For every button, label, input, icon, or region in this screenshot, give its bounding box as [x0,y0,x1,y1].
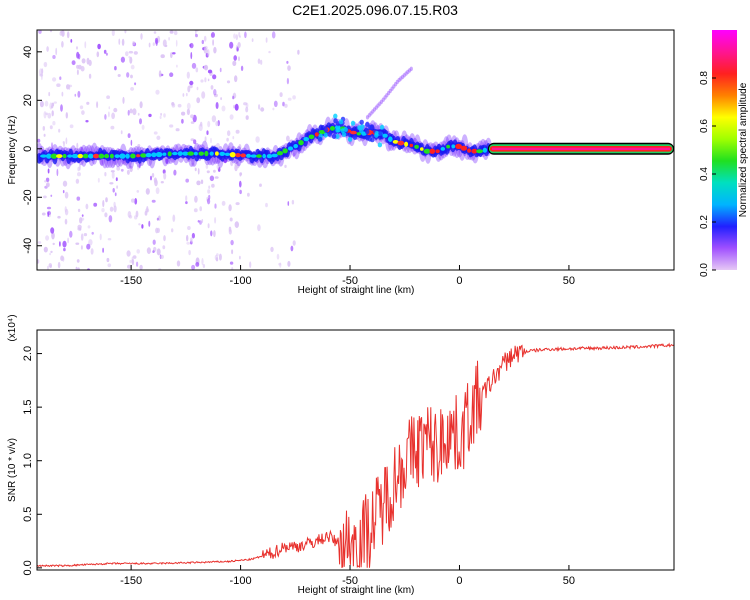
spectrogram-y-tick-label: 0 [22,146,34,152]
colorbar-tick-label: 0.0 [699,263,710,277]
colorbar-scale [712,30,737,270]
snr-y-tick-label: 2.0 [22,346,34,361]
snr-y-tick-label: 0.5 [22,507,34,522]
spectrogram-marks [37,30,674,270]
colorbar-ticks: 0.0 0.2 0.4 0.6 0.8 [699,71,716,277]
snr-panel: -150 -100 -50 0 50 0.0 0.5 1.0 1.5 2.0 Height of… [7,314,675,596]
spectrogram-x-ticks: -150 -100 -50 0 50 [120,265,575,287]
spectrogram-y-tick-label: -40 [22,238,34,254]
snr-x-tick-label: 50 [563,575,575,587]
snr-y-tick-label: 1.5 [22,399,34,414]
spectrogram-y-axis-label: Frequency (Hz) [7,116,18,185]
snr-x-axis-label: Height of straight line (km) [298,585,415,596]
spectrogram-panel: -150 -100 -50 0 50 -40 -20 0 20 40 Height of str… [7,29,675,296]
snr-x-tick-label: -150 [120,575,142,587]
spectrogram-y-ticks: -40 -20 0 20 40 [22,46,42,254]
snr-x-tick-label: 0 [456,575,462,587]
snr-x-tick-label: -100 [230,575,252,587]
snr-x-ticks: -150 -100 -50 0 50 [120,565,575,587]
colorbar-tick-label: 0.4 [699,167,710,181]
snr-frame [36,329,675,571]
spectrogram-x-tick-label: 50 [563,275,575,287]
colorbar-label: Normalized spectral amplitude [738,82,749,217]
spectrogram-x-tick-label: -150 [120,275,142,287]
flat-tone-peak [491,147,670,150]
snr-y-tick-label: 1.0 [22,453,34,468]
snr-y-axis-label: SNR (10 * v/v) [7,438,18,502]
spectrogram-y-tick-label: 20 [22,94,34,106]
snr-x-tick-label: -50 [342,575,358,587]
snr-series-line [37,342,674,569]
snr-y-tick-label: 0.0 [22,560,34,575]
spectrogram-y-tick-label: 40 [22,46,34,58]
spectrogram-ridge [37,66,674,170]
snr-y-ticks: 0.0 0.5 1.0 1.5 2.0 [22,346,42,576]
spectrogram-x-tick-label: -100 [230,275,252,287]
spectrogram-x-axis-label: Height of straight line (km) [298,285,415,296]
spectrogram-frame [36,29,675,271]
colorbar-tick-label: 0.2 [699,215,710,229]
spectrogram-y-tick-label: -20 [22,189,34,205]
snr-y-scale-label: (x10⁴) [7,314,18,341]
chart-title: C2E1.2025.096.07.15.R03 [292,2,458,18]
colorbar-tick-label: 0.6 [699,119,710,133]
colorbar: 0.0 0.2 0.4 0.6 0.8 Normalized spectral ampl… [699,30,749,277]
colorbar-tick-label: 0.8 [699,71,710,85]
spectrogram-x-tick-label: -50 [342,275,358,287]
spectrogram-x-tick-label: 0 [456,275,462,287]
